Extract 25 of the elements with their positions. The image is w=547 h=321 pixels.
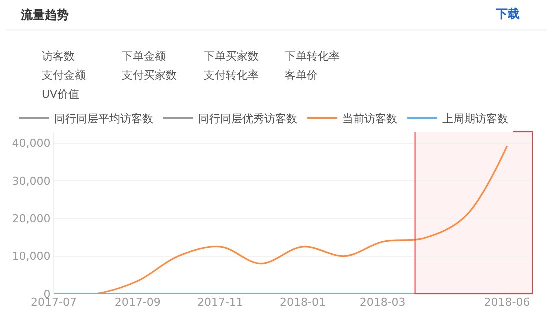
text: 下单买家数 [204,50,259,63]
text: 下载 [495,7,520,21]
x-tick-label: 2017-09 [114,296,161,309]
text: 支付买家数 [122,69,177,82]
y-tick-label: 30,000 [12,174,51,188]
y-tick-label: 10,000 [12,250,51,264]
text: 支付金额 [42,69,86,82]
text: UV价值 [42,88,80,101]
text: 下单转化率 [285,50,340,63]
legend-label: 同行同层优秀访客数 [198,112,298,126]
text: 客单价 [285,69,318,82]
x-tick-label: 2017-11 [197,296,244,309]
x-tick-label: 2017-07 [31,296,77,309]
x-tick-label: 2018-01 [280,296,326,309]
x-tick-label: 2018-06 [484,296,530,309]
y-tick-label: 20,000 [12,212,51,226]
legend-label: 当前访客数 [342,112,398,126]
legend-label: 上周期访客数 [442,112,508,126]
chart-title: 流量趋势 [20,8,69,22]
text: 支付转化率 [204,69,259,82]
legend-label: 同行同层平均访客数 [54,112,154,126]
y-tick-label: 40,000 [12,137,51,150]
text: 下单金额 [122,50,166,63]
x-tick-label: 2018-03 [360,296,406,309]
text: 访客数 [42,50,75,63]
